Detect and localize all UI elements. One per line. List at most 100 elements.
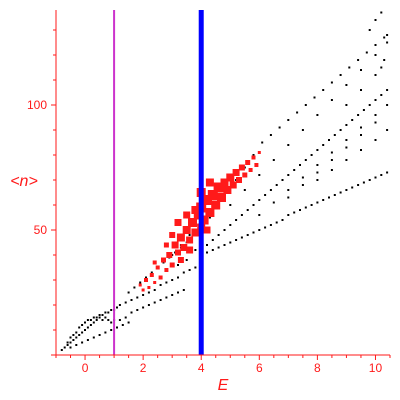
data-point (269, 224, 272, 226)
data-point (386, 129, 389, 131)
data-point (211, 239, 214, 241)
data-point (301, 184, 304, 186)
data-point (98, 334, 101, 336)
x-tick-label: 10 (369, 361, 383, 375)
data-point (69, 336, 72, 339)
data-point (217, 193, 226, 202)
data-point (69, 341, 72, 344)
data-point (333, 194, 336, 196)
data-point (60, 349, 63, 351)
data-point (386, 41, 389, 44)
data-point (380, 11, 383, 14)
data-point (177, 291, 179, 294)
data-point (185, 259, 188, 261)
data-point (360, 89, 362, 91)
data-point (330, 169, 333, 171)
data-point (281, 219, 284, 221)
data-point (72, 334, 75, 336)
data-point (316, 171, 319, 174)
data-point (316, 179, 319, 181)
x-tick-label: 8 (314, 361, 321, 375)
x-tick-label: 0 (82, 361, 89, 375)
data-point (153, 281, 157, 284)
data-point (304, 159, 307, 161)
data-point (386, 34, 389, 36)
data-point (171, 241, 179, 249)
data-point (251, 155, 256, 160)
data-point (386, 171, 389, 174)
data-point (171, 294, 174, 296)
data-marks (60, 11, 389, 351)
data-point (236, 177, 242, 183)
data-point (127, 321, 130, 324)
data-point (248, 168, 253, 172)
data-point (242, 172, 248, 178)
data-point (66, 344, 69, 346)
data-point (301, 129, 304, 131)
data-point (136, 296, 139, 299)
data-point (116, 306, 118, 309)
data-point (145, 276, 147, 279)
data-point (188, 269, 191, 271)
data-point (169, 262, 175, 268)
data-point (95, 316, 98, 319)
data-point (264, 226, 267, 229)
series-0 (60, 11, 389, 351)
data-point (81, 341, 84, 344)
data-point (330, 81, 333, 84)
data-point (86, 319, 89, 321)
data-point (278, 126, 281, 129)
data-point (191, 206, 200, 214)
data-point (304, 206, 307, 209)
data-point (362, 181, 365, 184)
data-point (182, 289, 185, 291)
data-point (351, 186, 354, 189)
data-point (155, 265, 160, 270)
data-point (362, 109, 365, 111)
data-point (322, 144, 325, 146)
data-point (374, 54, 377, 56)
data-point (272, 201, 275, 204)
data-point (240, 214, 243, 216)
data-point (186, 246, 194, 254)
series-1 (138, 151, 261, 292)
data-point (205, 208, 215, 217)
data-point (258, 214, 261, 216)
data-point (257, 151, 261, 154)
data-point (310, 154, 313, 156)
data-point (169, 232, 176, 238)
data-point (118, 304, 121, 306)
data-point (208, 216, 211, 219)
data-point (380, 174, 383, 176)
data-point (205, 178, 214, 187)
data-point (177, 257, 184, 263)
data-point (139, 281, 142, 284)
data-point (104, 311, 107, 314)
data-point (153, 289, 156, 291)
data-point (89, 319, 92, 321)
data-point (213, 182, 224, 193)
ticks: 0 2 4 6 8 10 50 100 (27, 29, 391, 375)
data-point (386, 104, 389, 106)
data-point (360, 149, 362, 151)
y-axis-title: <n> (10, 173, 38, 190)
data-point (357, 114, 360, 116)
x-axis-title: E (218, 377, 229, 394)
data-point (374, 99, 377, 101)
data-point (142, 306, 145, 309)
data-point (107, 319, 110, 321)
data-point (152, 260, 157, 265)
data-point (275, 221, 278, 224)
data-point (310, 204, 313, 206)
data-point (110, 321, 113, 324)
data-point (206, 244, 208, 246)
data-point (66, 341, 69, 344)
data-point (339, 191, 342, 194)
data-point (182, 226, 191, 234)
data-point (182, 271, 185, 274)
data-point (368, 104, 371, 106)
data-point (351, 119, 354, 121)
data-point (313, 96, 316, 99)
x-tick-label: 6 (256, 361, 263, 375)
data-point (368, 29, 371, 31)
